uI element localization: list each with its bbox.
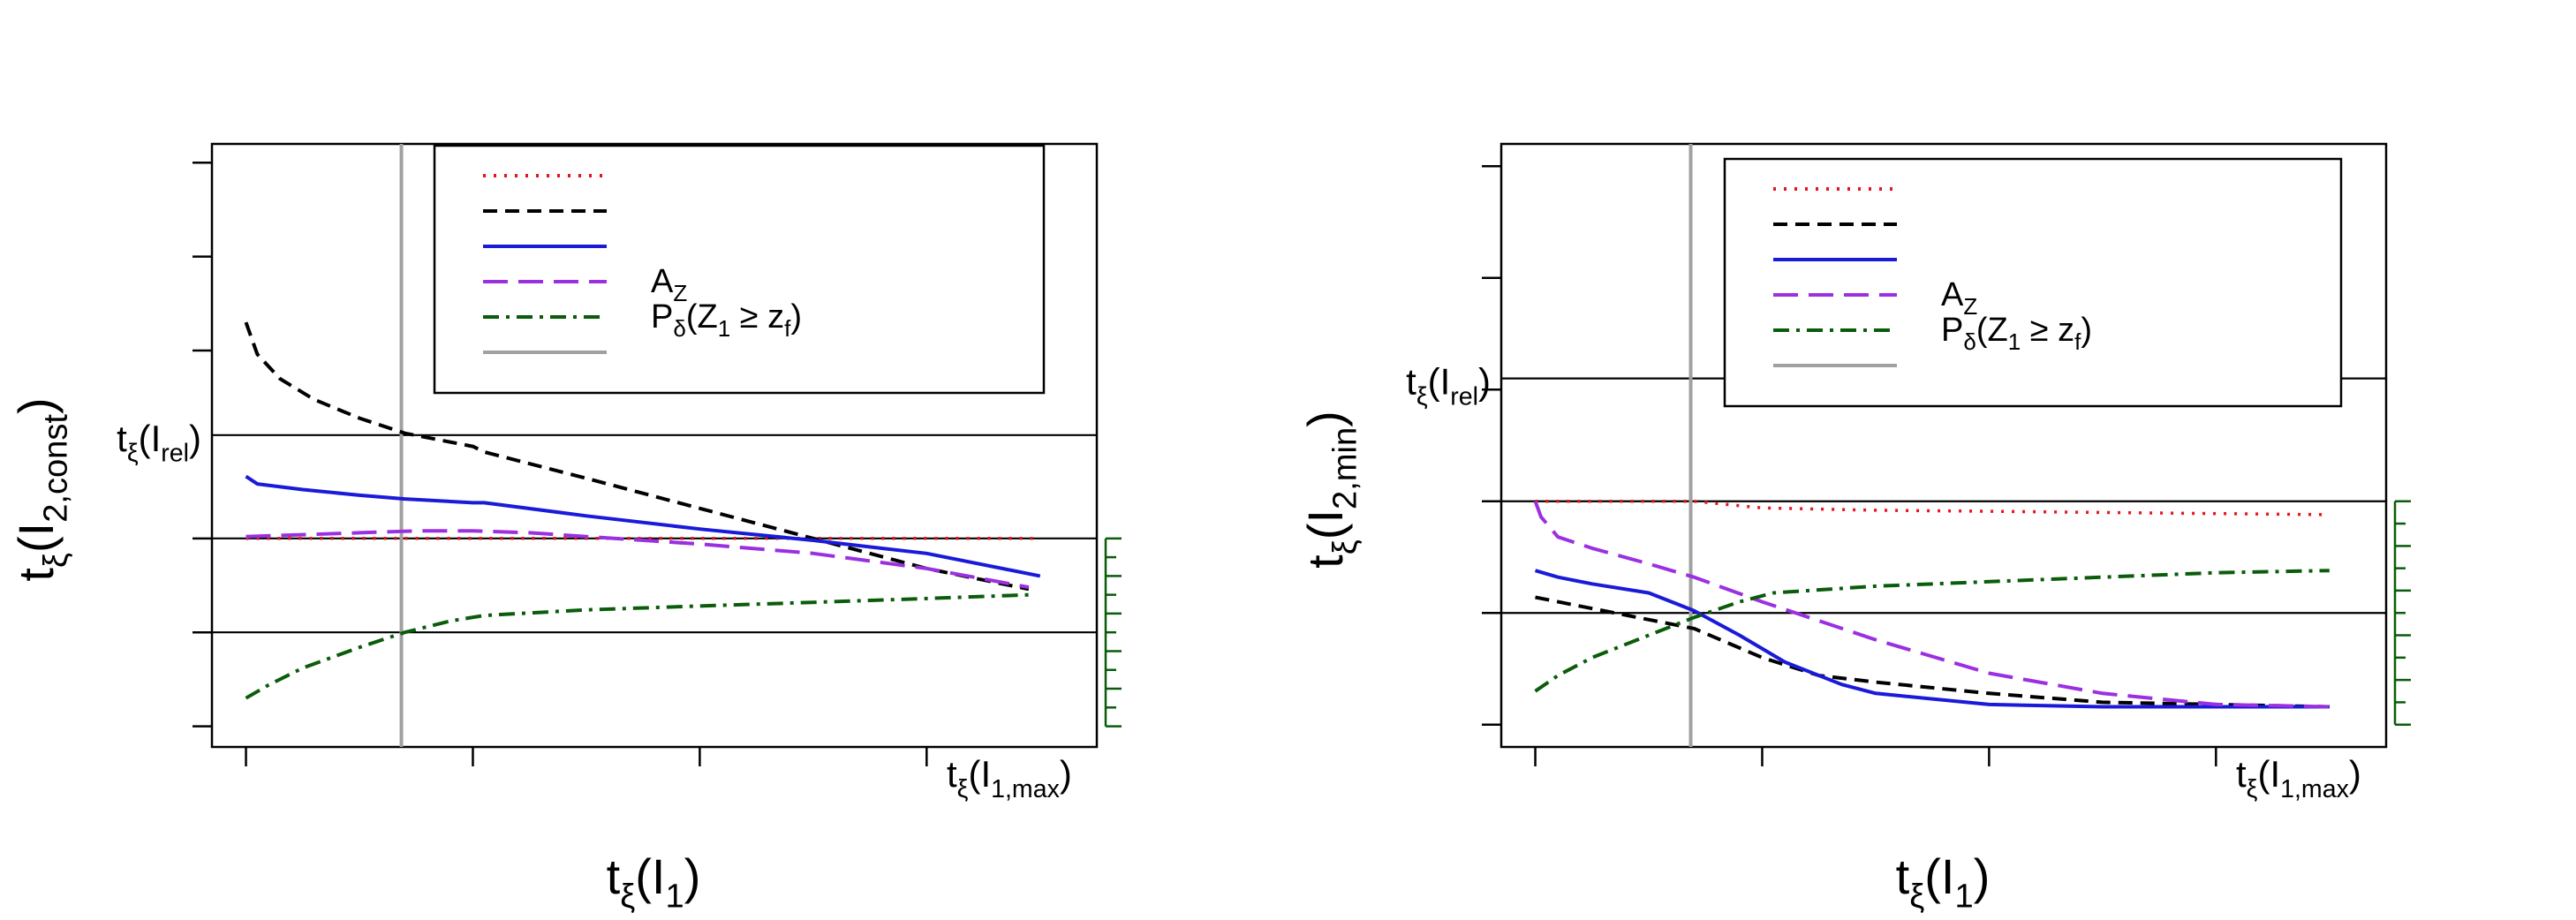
y-axis-title: tξ(I2,const)	[8, 397, 75, 581]
series-line-fisher	[245, 474, 1041, 578]
y-axis-title: tξ(I2,min)	[1297, 411, 1364, 569]
series-line-az	[246, 529, 1030, 590]
legend-box	[433, 144, 1046, 395]
series-line-fisher	[1534, 569, 2330, 709]
series-line-separate	[1535, 499, 2330, 517]
series-line-az	[1533, 501, 2330, 709]
special-x-label: tξ(I1,max)	[2236, 753, 2361, 803]
series-line-inverse	[244, 321, 1030, 592]
plot-frame	[210, 142, 1099, 749]
series-line-power	[245, 592, 1029, 700]
legend-label-power: Pδ(Z1 ≥ zf)	[651, 298, 802, 342]
plot-frame	[1500, 142, 2388, 749]
x-axis-title: tξ(I1)	[607, 848, 701, 916]
series-line-power	[1534, 569, 2330, 693]
panel-right: tξ(Irel) tξ(I1,max) tξ(I1) tξ(I2,min) AZPδ(Z…	[1297, 142, 2411, 916]
legend-box	[1723, 157, 2343, 408]
special-y-label: tξ(Irel)	[1406, 361, 1491, 411]
panel-left: tξ(Irel) tξ(I1,max) tξ(I1) tξ(I2,const) AZPδ…	[8, 142, 1122, 916]
legend-label-az: AZ	[651, 263, 687, 306]
special-y-label: tξ(Irel)	[117, 418, 201, 468]
legend-label-az: AZ	[1941, 276, 1977, 320]
legend-label-power: Pδ(Z1 ≥ zf)	[1941, 312, 2092, 355]
x-axis-title: tξ(I1)	[1896, 848, 1991, 916]
special-x-label: tξ(I1,max)	[947, 753, 1072, 803]
